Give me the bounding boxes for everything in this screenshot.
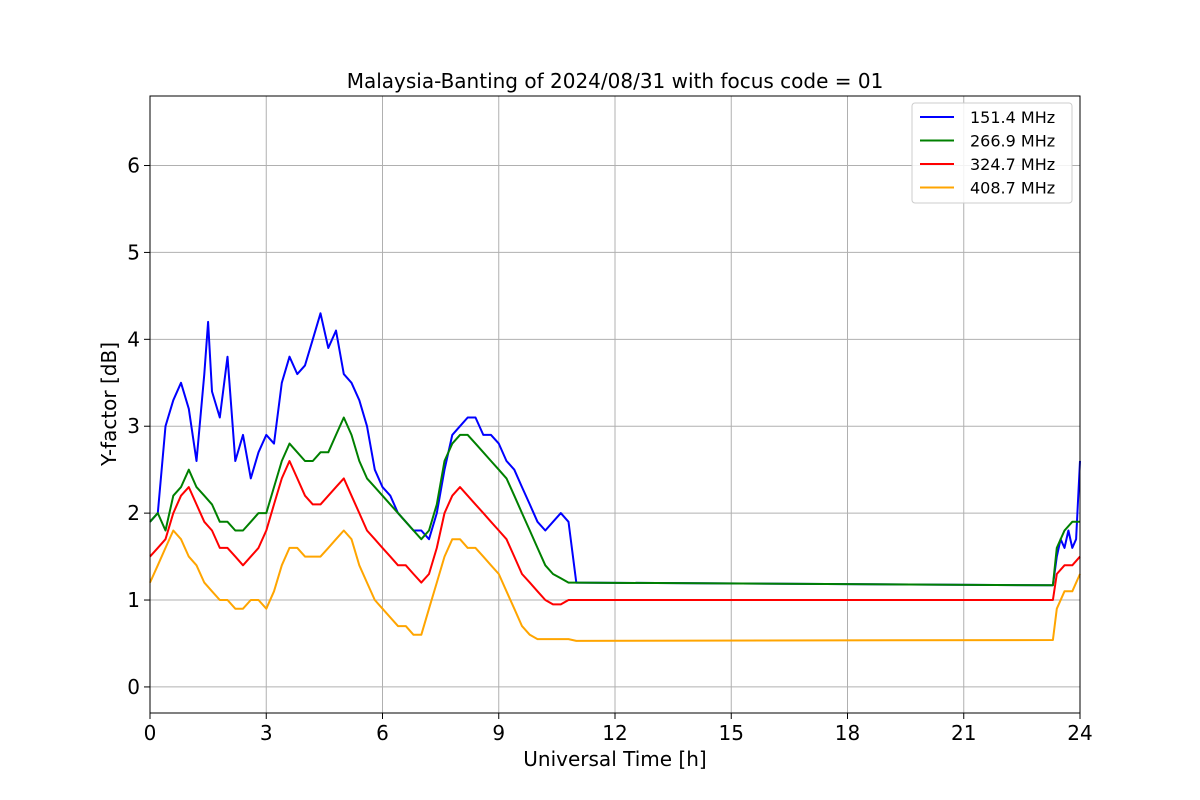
series-line [149, 312, 1081, 587]
legend-entry-label: 151.4 MHz [970, 108, 1055, 127]
legend-entry-label: 408.7 MHz [970, 179, 1055, 198]
y-tick-label: 4 [127, 327, 140, 351]
legend-entry-label: 266.9 MHz [970, 132, 1055, 151]
y-tick-label: 3 [127, 414, 140, 438]
series-line [149, 416, 1080, 587]
series-line [149, 460, 1081, 606]
x-tick-label: 15 [719, 721, 744, 745]
y-tick-label: 0 [127, 675, 140, 699]
chart-title: Malaysia-Banting of 2024/08/31 with focu… [347, 69, 884, 93]
series-layer [149, 312, 1081, 642]
x-tick-label: 21 [951, 721, 976, 745]
y-tick-label: 6 [127, 154, 140, 178]
x-tick-label: 12 [602, 721, 627, 745]
legend-box [911, 102, 1073, 204]
x-tick-label: 18 [835, 721, 860, 745]
y-tick-label: 1 [127, 588, 140, 612]
legend-entry-label: 324.7 MHz [970, 155, 1055, 174]
y-tick-label: 5 [127, 240, 140, 264]
y-tick-label: 2 [127, 501, 140, 525]
series-line [149, 529, 1081, 642]
x-tick-label: 9 [492, 721, 505, 745]
x-tick-label: 24 [1067, 721, 1092, 745]
x-axis-label: Universal Time [h] [523, 747, 706, 771]
x-tick-label: 6 [376, 721, 389, 745]
x-tick-label: 3 [260, 721, 273, 745]
legend: 151.4 MHz 266.9 MHz 324.7 MHz 408.7 MHz [911, 102, 1073, 204]
x-tick-label: 0 [144, 721, 157, 745]
y-axis-label: Y-factor [dB] [97, 342, 121, 467]
grid [149, 96, 1081, 713]
